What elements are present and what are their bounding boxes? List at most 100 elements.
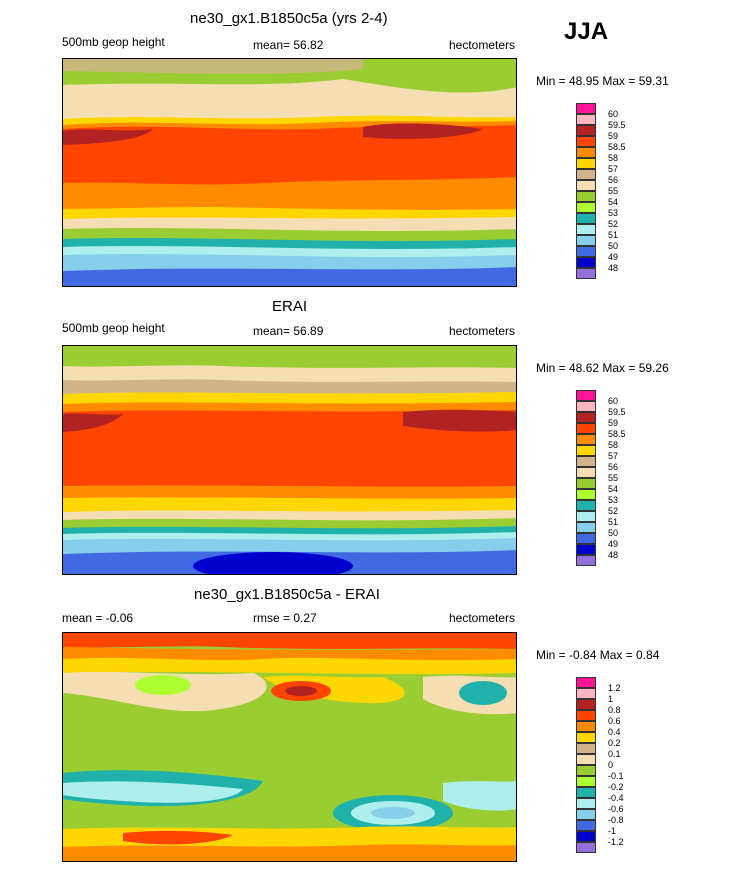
- panel2-colorbar-box: [576, 467, 596, 478]
- panel1-colorbar-box: [576, 191, 596, 202]
- panel2-colorbar-box: [576, 544, 596, 555]
- panel2-variable-label: 500mb geop height: [62, 321, 165, 335]
- panel1-colorbar-label: 50: [608, 241, 619, 251]
- panel2-mean-label: mean= 56.89: [253, 324, 324, 338]
- panel3-colorbar-label: 0.4: [608, 727, 621, 737]
- panel1-colorbar-box: [576, 224, 596, 235]
- panel3-colorbar-box: [576, 743, 596, 754]
- panel3-colorbar-label: -0.1: [608, 771, 624, 781]
- panel3-colorbar-label: 0.1: [608, 749, 621, 759]
- panel2-colorbar-label: 58: [608, 440, 619, 450]
- panel3-colorbar-label: -0.2: [608, 782, 624, 792]
- panel3-colorbar-label: -0.8: [608, 815, 624, 825]
- panel3-title: ne30_gx1.B1850c5a - ERAI: [194, 586, 380, 603]
- panel1-colorbar-box: [576, 125, 596, 136]
- panel3-colorbar-label: 1: [608, 694, 614, 704]
- panel1-colorbar-label: 57: [608, 164, 619, 174]
- panel2-colorbar-box: [576, 511, 596, 522]
- panel3-contour-field: [63, 633, 516, 861]
- panel2-colorbar-box: [576, 522, 596, 533]
- panel3-map: [62, 632, 517, 862]
- panel2-colorbar-label: 53: [608, 495, 619, 505]
- panel1-colorbar-label: 52: [608, 219, 619, 229]
- panel3-colorbar-box: [576, 710, 596, 721]
- panel1-colorbar-box: [576, 136, 596, 147]
- panel3-colorbar-label: 0.2: [608, 738, 621, 748]
- panel2-colorbar-label: 48: [608, 550, 619, 560]
- panel2-minmax-label: Min = 48.62 Max = 59.26: [536, 361, 669, 375]
- panel2-colorbar-label: 59.5: [608, 407, 626, 417]
- panel3-colorbar-label: -0.4: [608, 793, 624, 803]
- panel3-units-label: hectometers: [449, 611, 516, 625]
- panel2-colorbar-box: [576, 390, 596, 401]
- panel1-colorbar-box: [576, 114, 596, 125]
- panel3-mean-label: mean = -0.06: [62, 611, 134, 625]
- panel2-colorbar-label: 50: [608, 528, 619, 538]
- panel1-colorbar-label: 51: [608, 230, 619, 240]
- panel2-contour-field: [63, 346, 516, 574]
- panel3-colorbar-label: -0.6: [608, 804, 624, 814]
- panel2-title: ERAI: [272, 298, 308, 315]
- panel3-colorbar-box: [576, 842, 596, 853]
- panel3-colorbar-box: [576, 754, 596, 765]
- panel3-colorbar-box: [576, 688, 596, 699]
- panel1-contour-field: [63, 59, 516, 286]
- panel3-rmse-label: rmse = 0.27: [253, 611, 317, 625]
- panel3-colorbar-label: -1: [608, 826, 617, 836]
- panel3-minmax-label: Min = -0.84 Max = 0.84: [536, 648, 660, 662]
- panel3-colorbar-box: [576, 809, 596, 820]
- panel3-colorbar-label: 0: [608, 760, 614, 770]
- panel2-colorbar-box: [576, 489, 596, 500]
- panel1-colorbar-label: 56: [608, 175, 619, 185]
- panel1-colorbar-label: 59: [608, 131, 619, 141]
- panel2-colorbar-label: 51: [608, 517, 619, 527]
- panel2-units-label: hectometers: [449, 324, 516, 338]
- panel2-colorbar-label: 54: [608, 484, 619, 494]
- panel1-title: ne30_gx1.B1850c5a (yrs 2-4): [190, 10, 388, 27]
- panel1-colorbar-label: 55: [608, 186, 619, 196]
- panel1-colorbar-label: 60: [608, 109, 619, 119]
- panel2-colorbar-label: 59: [608, 418, 619, 428]
- panel1-colorbar-label: 53: [608, 208, 619, 218]
- panel1-colorbar-label: 48: [608, 263, 619, 273]
- panel1-colorbar-label: 58.5: [608, 142, 626, 152]
- panel3-colorbar-box: [576, 721, 596, 732]
- panel2-colorbar-box: [576, 456, 596, 467]
- panel1-colorbar-box: [576, 158, 596, 169]
- panel2-colorbar-box: [576, 478, 596, 489]
- panel1-colorbar-box: [576, 235, 596, 246]
- panel1-colorbar-box: [576, 213, 596, 224]
- season-label: JJA: [564, 18, 609, 45]
- panel3-colorbar-label: 0.6: [608, 716, 621, 726]
- panel1-colorbar-box: [576, 169, 596, 180]
- panel3-colorbar-box: [576, 776, 596, 787]
- panel2-colorbar-label: 56: [608, 462, 619, 472]
- panel2-colorbar-box: [576, 412, 596, 423]
- panel2-map: [62, 345, 517, 575]
- panel3-colorbar-box: [576, 732, 596, 743]
- panel2-colorbar-label: 60: [608, 396, 619, 406]
- panel1-colorbar-box: [576, 147, 596, 158]
- panel3-colorbar-box: [576, 787, 596, 798]
- panel1-map: [62, 58, 517, 287]
- panel2-colorbar-box: [576, 500, 596, 511]
- panel3-colorbar-label: -1.2: [608, 837, 624, 847]
- panel2-colorbar-label: 49: [608, 539, 619, 549]
- panel1-colorbar-label: 59.5: [608, 120, 626, 130]
- panel2-colorbar-box: [576, 555, 596, 566]
- panel2-colorbar-box: [576, 445, 596, 456]
- panel1-units-label: hectometers: [449, 38, 516, 52]
- panel1-colorbar-label: 49: [608, 252, 619, 262]
- panel1-colorbar-label: 54: [608, 197, 619, 207]
- panel1-variable-label: 500mb geop height: [62, 35, 165, 49]
- panel1-minmax-label: Min = 48.95 Max = 59.31: [536, 74, 669, 88]
- panel2-colorbar-box: [576, 423, 596, 434]
- panel2-colorbar-label: 57: [608, 451, 619, 461]
- panel2-colorbar-label: 52: [608, 506, 619, 516]
- panel1-colorbar-box: [576, 103, 596, 114]
- panel2-colorbar-box: [576, 434, 596, 445]
- panel1-colorbar-box: [576, 257, 596, 268]
- panel3-colorbar-label: 0.8: [608, 705, 621, 715]
- panel3-colorbar-box: [576, 765, 596, 776]
- panel2-colorbar-box: [576, 533, 596, 544]
